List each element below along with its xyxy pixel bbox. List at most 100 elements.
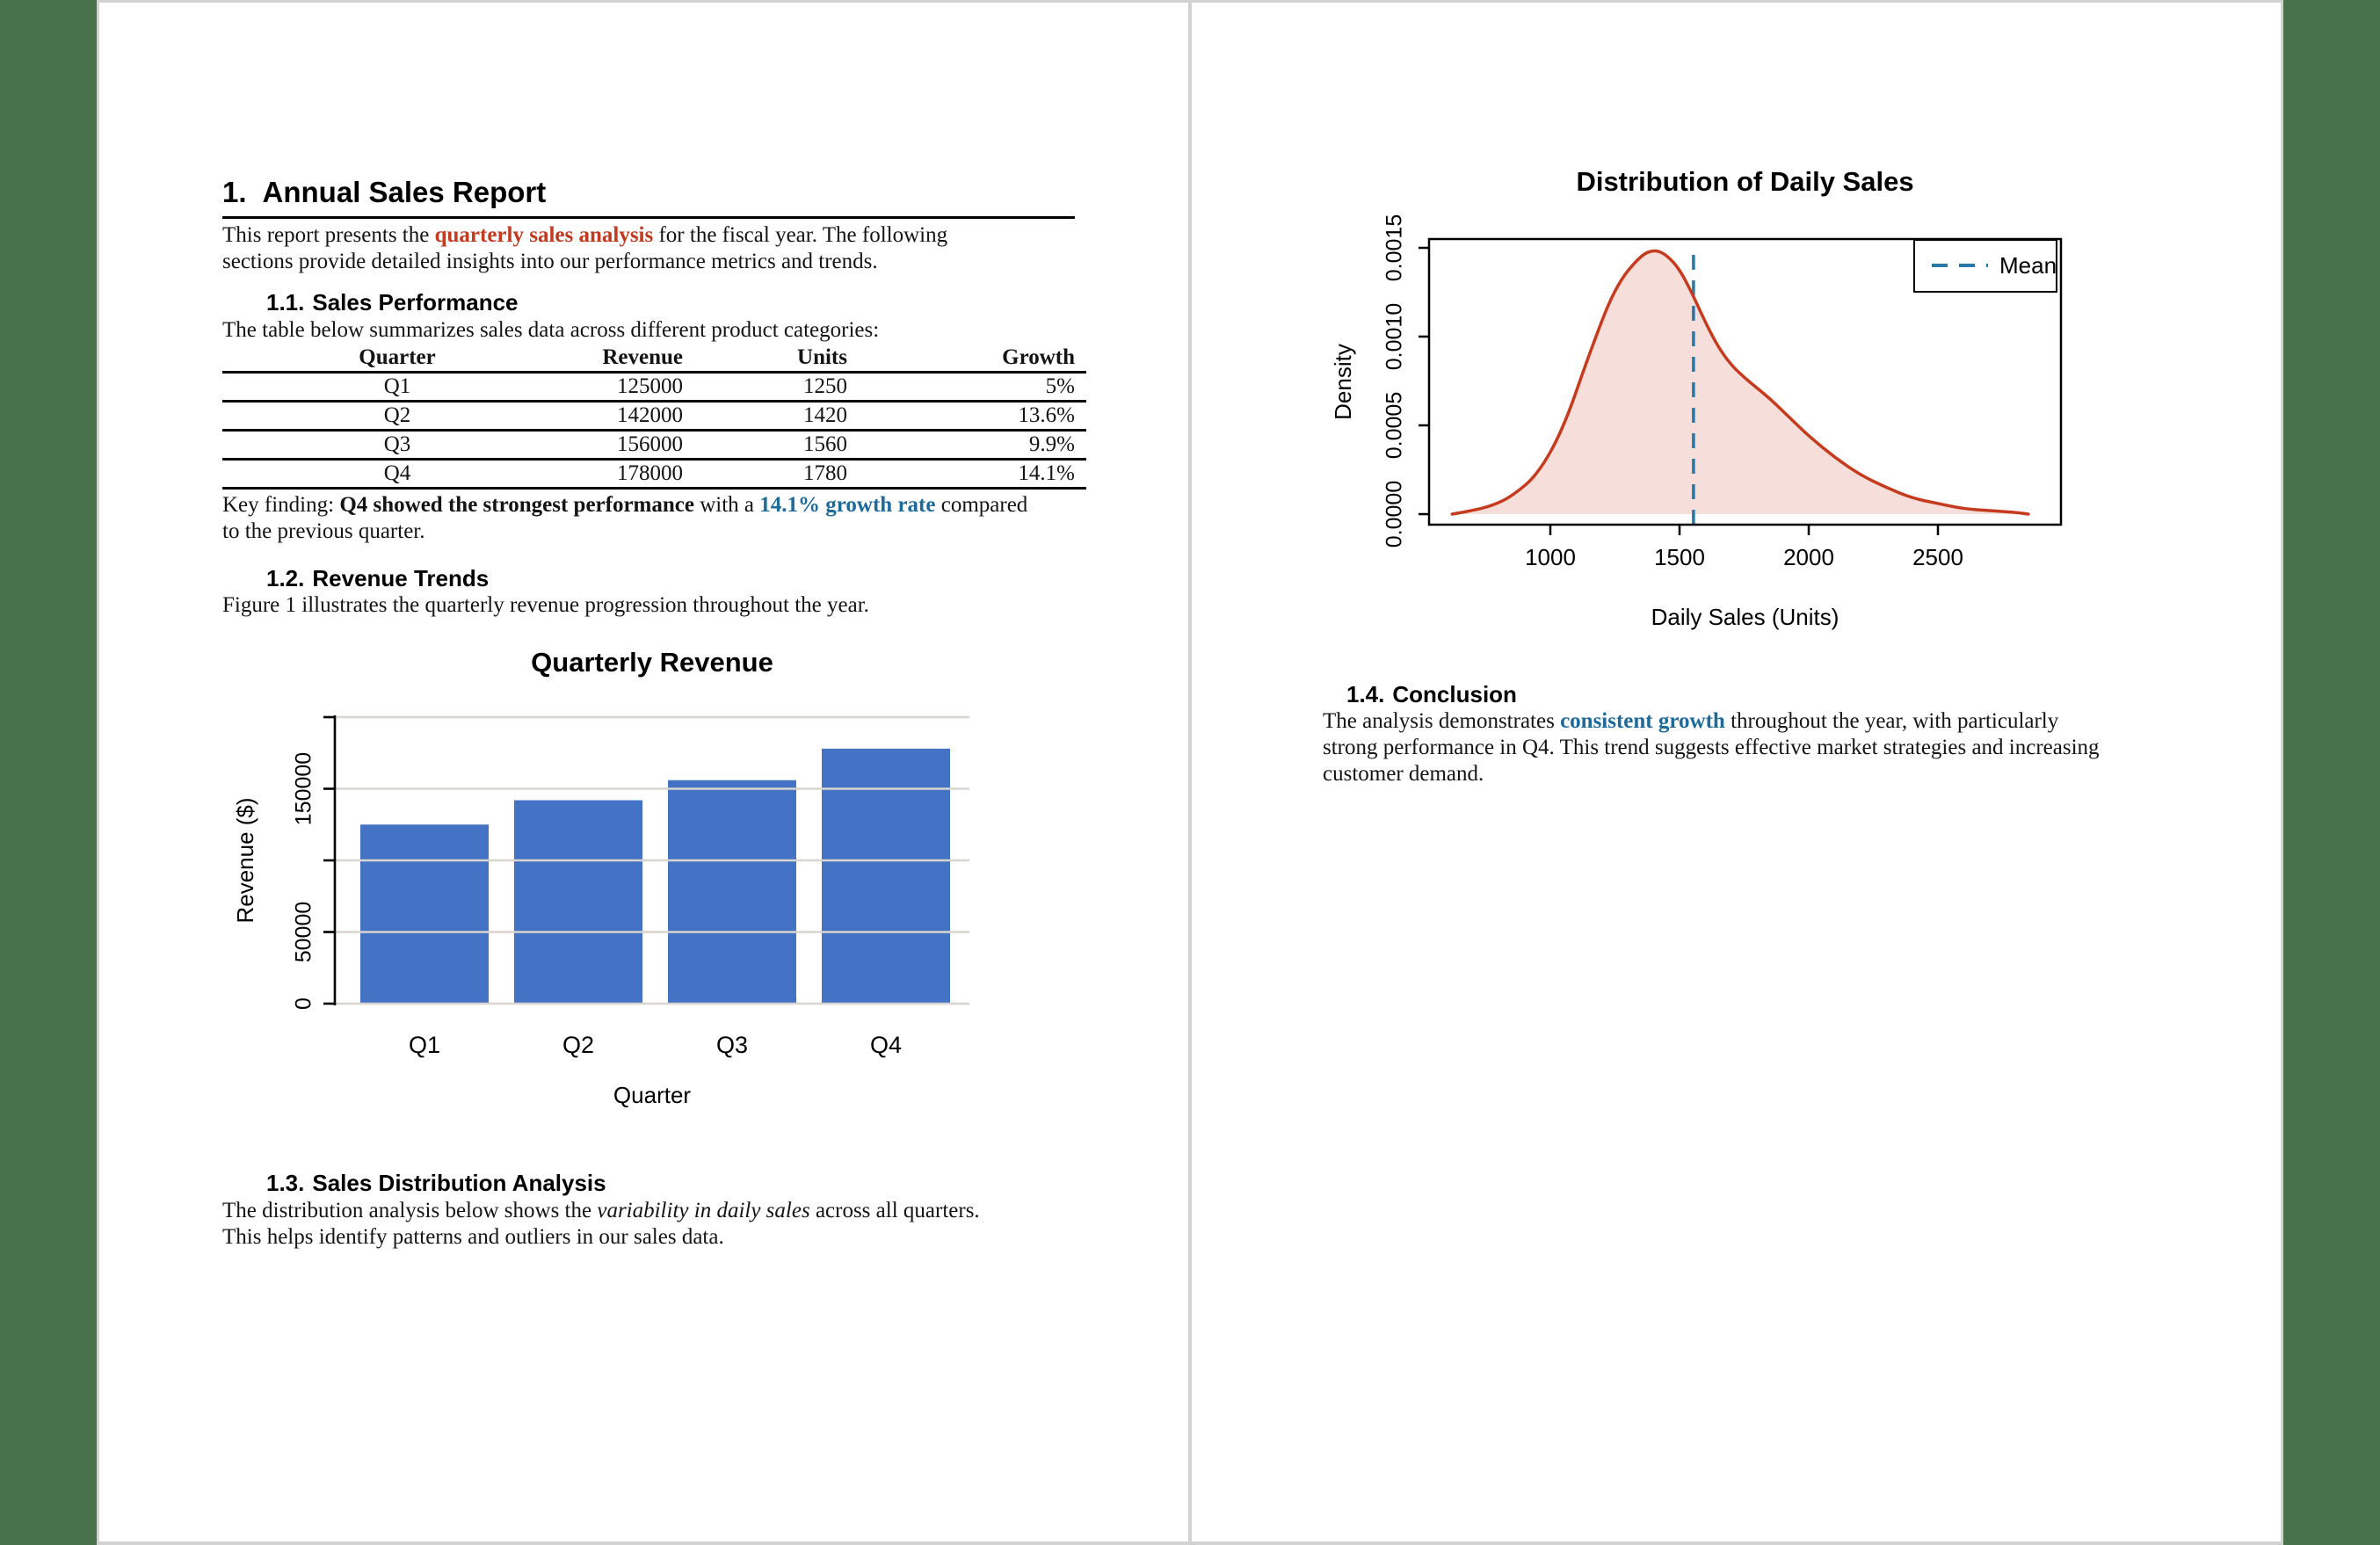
section-1-4-heading: 1.4. Conclusion [1346, 681, 1517, 708]
density-curve [1450, 249, 2030, 516]
intro-paragraph: This report presents the quarterly sales… [222, 222, 1110, 275]
text-segment: Q4 showed the strongest performance [339, 493, 694, 517]
text-segment: compared [935, 493, 1028, 517]
section-1-3-number: 1.3. [266, 1170, 305, 1196]
legend-label: Mean [1999, 252, 2057, 279]
y-tick-label: 150000 [292, 752, 316, 825]
section-1-1-heading: 1.1. Sales Performance [266, 289, 519, 316]
plot-box [1427, 237, 2063, 526]
distribution-paragraph: The distribution analysis below shows th… [222, 1198, 1110, 1251]
table-cell: Q4 [222, 459, 572, 490]
figure-1-caption: Figure 1 illustrates the quarterly reven… [222, 593, 869, 617]
y-tick-label: 0.0010 [1382, 303, 1407, 370]
y-tick-label: 50000 [292, 902, 316, 963]
y-tick-label: 0.0000 [1382, 481, 1407, 548]
green-sidebar-right [2283, 0, 2380, 1545]
table-row: Q2 142000 1420 13.6% [222, 401, 1086, 432]
y-tick-label: 0 [292, 997, 316, 1010]
x-category-label: Q4 [870, 1032, 902, 1058]
quarterly-revenue-chart: 0 50000 150000 Q1 Q2 Q3 Q4 Quarter Revenue ($) Qu… [232, 647, 969, 1108]
table-cell: 142000 [572, 401, 683, 432]
report-title: 1. Annual Sales Report [222, 176, 546, 209]
density-area [1452, 250, 2028, 514]
section-1-3-heading: 1.3. Sales Distribution Analysis [266, 1170, 606, 1197]
x-axis-title: Quarter [613, 1082, 691, 1108]
section-1-4-number: 1.4. [1346, 681, 1385, 707]
x-category-label: Q2 [562, 1032, 594, 1058]
x-tick-label: 2000 [1783, 544, 1834, 570]
section-1-2-heading: 1.2. Revenue Trends [266, 565, 489, 592]
table-cell: 125000 [572, 372, 683, 403]
x-category-label: Q3 [716, 1032, 748, 1058]
table-cell: 178000 [572, 459, 683, 490]
text-segment: customer demand. [1323, 762, 1484, 786]
table-header-cell: Quarter [222, 345, 572, 374]
table-cell: 5% [847, 372, 1086, 403]
table-intro: The table below summarizes sales data ac… [222, 318, 880, 342]
table-cell: 1250 [683, 372, 847, 403]
text-segment: consistent growth [1560, 709, 1725, 733]
table-cell: Q3 [222, 430, 572, 461]
page-2: 1000 1500 2000 2500 0.0000 0.0005 0.0010 0.0015… [1192, 3, 2281, 1541]
bar-Q2 [514, 800, 642, 1004]
page-1: 1. Annual Sales Report This report prese… [99, 3, 1188, 1541]
text-segment: This report presents the [222, 223, 435, 247]
text-segment: to the previous quarter. [222, 519, 425, 543]
table-header-cell: Growth [847, 345, 1086, 374]
text-segment: strong performance in Q4. This trend sug… [1323, 736, 2100, 759]
table-row: Q3 156000 1560 9.9% [222, 430, 1086, 461]
report-title-text: Annual Sales Report [262, 176, 547, 208]
text-segment: with a [693, 493, 760, 517]
bar-Q3 [668, 780, 796, 1004]
conclusion-paragraph: The analysis demonstrates consistent gro… [1323, 708, 2210, 787]
bar-Q4 [822, 748, 950, 1004]
text-segment: throughout the year, with particularly [1724, 709, 2059, 733]
table-row: Q4 178000 1780 14.1% [222, 459, 1086, 490]
x-category-label: Q1 [409, 1032, 440, 1058]
chart-title: Quarterly Revenue [531, 647, 773, 678]
x-axis-title: Daily Sales (Units) [1651, 604, 1839, 630]
table-row: Q1 125000 1250 5% [222, 372, 1086, 403]
text-segment: 14.1% growth rate [759, 493, 936, 517]
x-tick-label: 1500 [1654, 544, 1705, 570]
table-header-cell: Units [683, 345, 847, 374]
text-segment: Key finding: [222, 493, 340, 517]
table-cell: 14.1% [847, 459, 1086, 490]
text-segment: variability in daily sales [597, 1199, 810, 1222]
bar-Q1 [360, 824, 489, 1004]
table-cell: Q1 [222, 372, 572, 403]
section-1-2-number: 1.2. [266, 565, 305, 591]
table-cell: 13.6% [847, 401, 1086, 432]
section-1-3-text: Sales Distribution Analysis [312, 1170, 606, 1196]
text-segment: The distribution analysis below shows th… [222, 1199, 598, 1222]
text-segment: This helps identify patterns and outlier… [222, 1225, 724, 1249]
y-axis-title: Revenue ($) [232, 797, 258, 923]
section-1-1-number: 1.1. [266, 289, 305, 316]
chart-title: Distribution of Daily Sales [1576, 166, 1913, 197]
table-header-row: Quarter Revenue Units Growth [222, 345, 1086, 374]
x-tick-label: 1000 [1525, 544, 1576, 570]
table-cell: Q2 [222, 401, 572, 432]
text-segment: across all quarters. [809, 1199, 980, 1222]
text-segment: The analysis demonstrates [1323, 709, 1561, 733]
sales-table: Quarter Revenue Units Growth Q1 125000 1250 5% Q… [222, 345, 1086, 490]
table-cell: 1560 [683, 430, 847, 461]
section-1-2-text: Revenue Trends [312, 565, 490, 591]
green-sidebar-left [0, 0, 97, 1545]
report-title-number: 1. [222, 176, 247, 208]
table-cell: 1780 [683, 459, 847, 490]
key-finding: Key finding: Q4 showed the strongest per… [222, 492, 1110, 545]
section-1-1-text: Sales Performance [312, 289, 519, 316]
table-header-cell: Revenue [572, 345, 683, 374]
text-segment: for the fiscal year. The following [653, 223, 948, 247]
y-axis-title: Density [1330, 344, 1356, 420]
table-cell: 156000 [572, 430, 683, 461]
y-tick-label: 0.0005 [1382, 392, 1407, 459]
section-1-4-text: Conclusion [1392, 681, 1517, 707]
table-cell: 9.9% [847, 430, 1086, 461]
title-rule [222, 216, 1075, 219]
text-segment: sections provide detailed insights into … [222, 250, 878, 273]
table-cell: 1420 [683, 401, 847, 432]
daily-sales-density-chart: 1000 1500 2000 2500 0.0000 0.0005 0.0010 0.0015… [1330, 166, 2063, 630]
